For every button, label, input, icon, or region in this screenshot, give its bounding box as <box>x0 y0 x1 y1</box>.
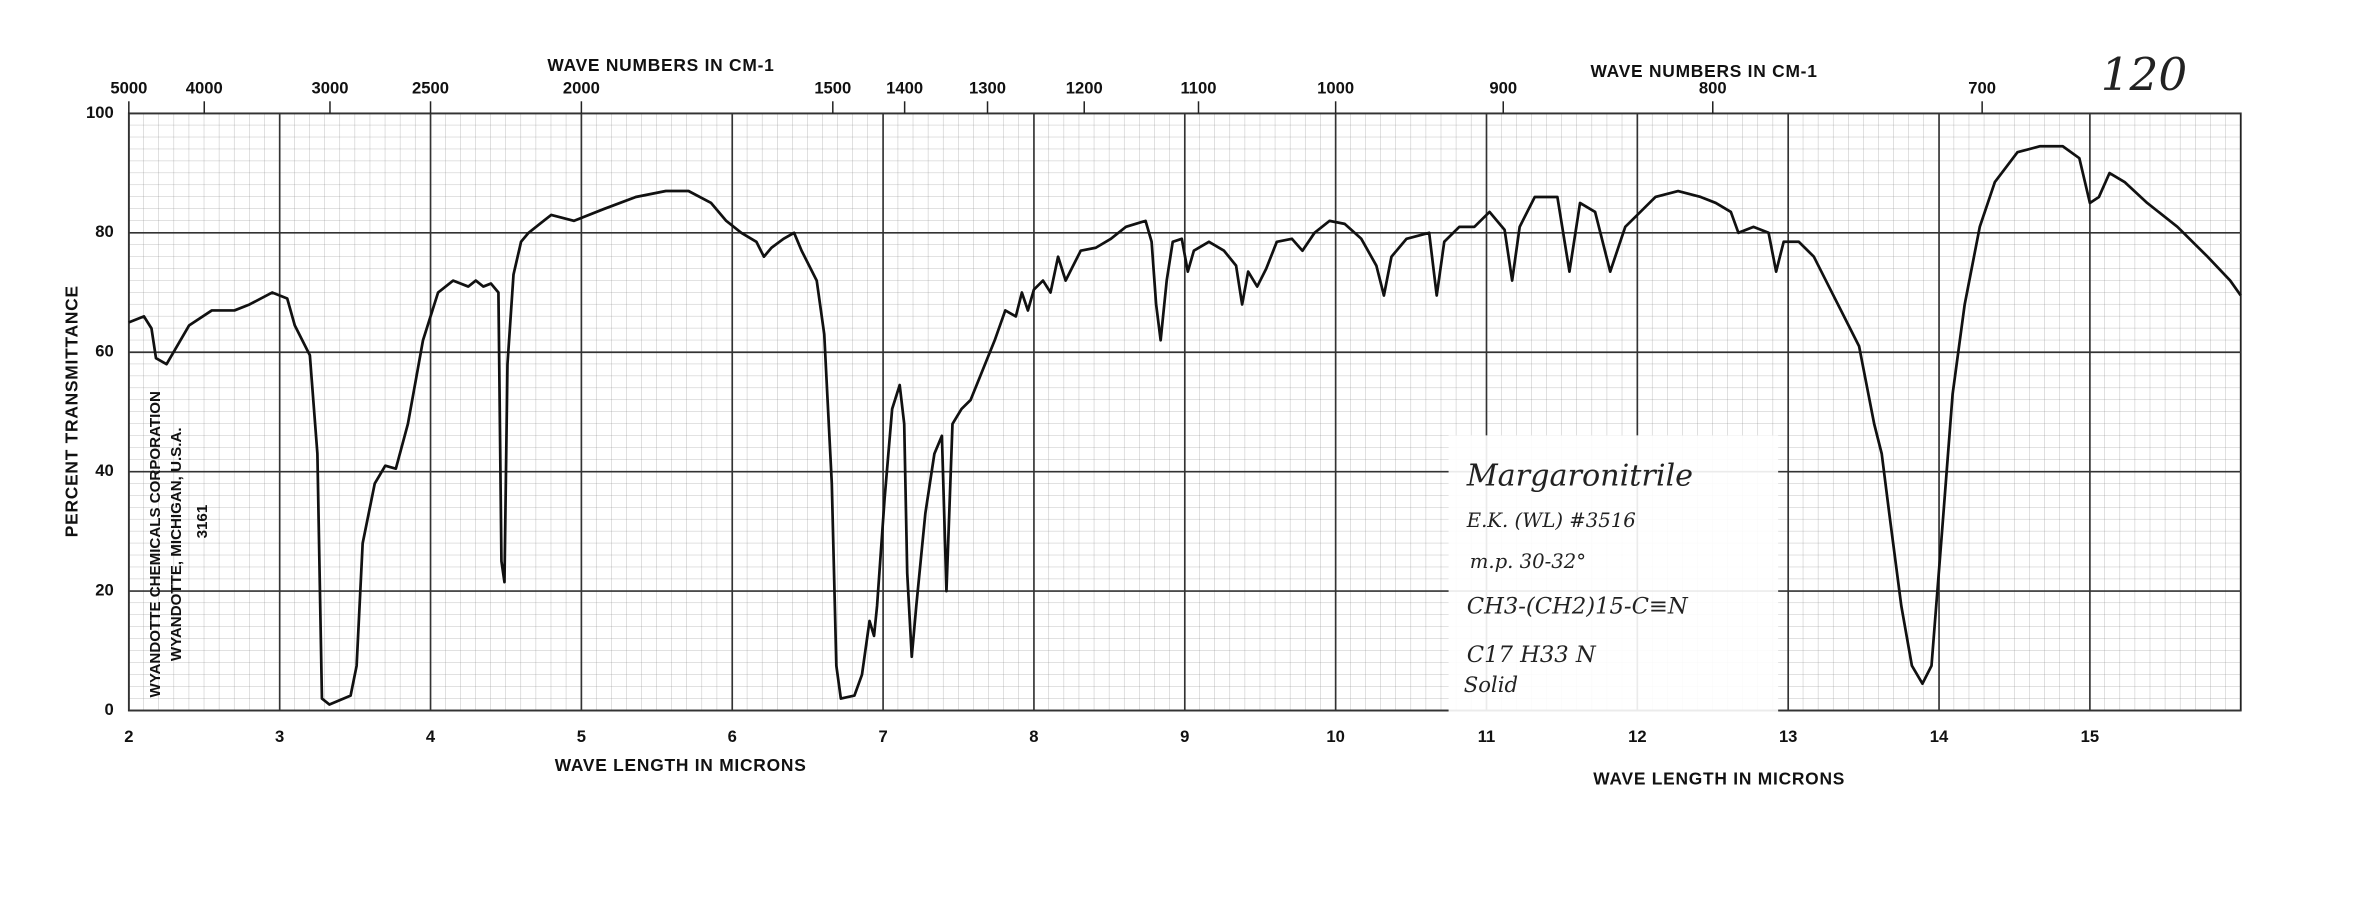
y-axis-label: PERCENT TRANSMITTANCE <box>61 285 81 537</box>
page-number: 120 <box>2101 48 2188 101</box>
x2-tick-label: 5000 <box>110 79 147 98</box>
x-tick-label: 3 <box>275 727 284 746</box>
y-tick-label: 100 <box>86 103 114 122</box>
x-tick-label: 11 <box>1478 727 1496 746</box>
x2-tick-label: 900 <box>1489 79 1517 98</box>
stamp: WYANDOTTE, MICHIGAN, U.S.A. <box>168 427 185 661</box>
note: C17 H33 N <box>1467 642 1597 668</box>
y-tick-label: 20 <box>95 580 113 599</box>
x-tick-label: 2 <box>124 727 133 746</box>
stamp: WYANDOTTE CHEMICALS CORPORATION <box>147 391 164 697</box>
x2-tick-label: 700 <box>1968 79 1996 98</box>
x2-tick-label: 3000 <box>311 79 348 98</box>
spectrum-line <box>128 144 2242 706</box>
marks <box>128 144 2242 706</box>
x-axis-label: WAVE LENGTH IN MICRONS <box>555 755 807 775</box>
top-axis-label: WAVE NUMBERS IN CM-1 <box>1590 61 1817 81</box>
y-tick-label: 0 <box>104 700 113 719</box>
note: Solid <box>1464 672 1518 697</box>
note: CH3-(CH2)15-C≡N <box>1467 594 1689 620</box>
x-tick-label: 8 <box>1029 727 1038 746</box>
x-tick-label: 14 <box>1930 727 1949 746</box>
x-tick-label: 12 <box>1628 727 1646 746</box>
note-background <box>1448 435 1779 714</box>
grid <box>128 101 2241 712</box>
x2-tick-label: 1100 <box>1180 79 1216 98</box>
x-tick-label: 5 <box>577 727 586 746</box>
x2-tick-label: 1500 <box>814 79 851 98</box>
note: m.p. 30-32° <box>1470 550 1586 573</box>
x2-tick-label: 800 <box>1699 79 1727 98</box>
x2-tick-label: 4000 <box>186 79 223 98</box>
stamp: 3161 <box>194 505 211 539</box>
note: Margaronitrile <box>1466 459 1693 494</box>
x-tick-label: 10 <box>1326 727 1344 746</box>
y-tick-label: 40 <box>95 461 113 480</box>
x2-tick-label: 1300 <box>969 79 1006 98</box>
x2-tick-label: 1000 <box>1317 79 1354 98</box>
x2-tick-label: 1200 <box>1066 79 1103 98</box>
x2-tick-label: 2000 <box>563 79 600 98</box>
top-axis-label: WAVE NUMBERS IN CM-1 <box>547 55 774 75</box>
y-tick-label: 60 <box>95 342 113 361</box>
x-tick-label: 9 <box>1180 727 1189 746</box>
x-tick-label: 13 <box>1779 727 1797 746</box>
x-tick-label: 15 <box>2081 727 2099 746</box>
y-tick-label: 80 <box>95 222 113 241</box>
x-tick-label: 4 <box>426 727 436 746</box>
x2-tick-label: 1400 <box>886 79 923 98</box>
x-tick-label: 6 <box>728 727 737 746</box>
x-tick-label: 7 <box>878 727 887 746</box>
x-axis-label: WAVE LENGTH IN MICRONS <box>1593 769 1845 789</box>
x2-tick-label: 2500 <box>412 79 449 98</box>
note: E.K. (WL) #3516 <box>1466 509 1636 532</box>
